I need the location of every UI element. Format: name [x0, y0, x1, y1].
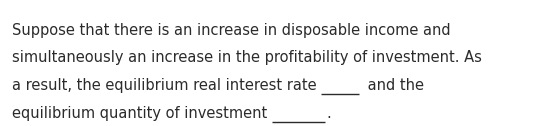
Text: Suppose that there is an increase in disposable income and: Suppose that there is an increase in dis…	[12, 23, 451, 38]
Text: equilibrium quantity of investment: equilibrium quantity of investment	[12, 106, 267, 121]
Text: a result, the equilibrium real interest rate: a result, the equilibrium real interest …	[12, 78, 317, 93]
Text: simultaneously an increase in the profitability of investment. As: simultaneously an increase in the profit…	[12, 50, 482, 65]
Text: and the: and the	[363, 78, 424, 93]
Text: .: .	[326, 106, 331, 121]
